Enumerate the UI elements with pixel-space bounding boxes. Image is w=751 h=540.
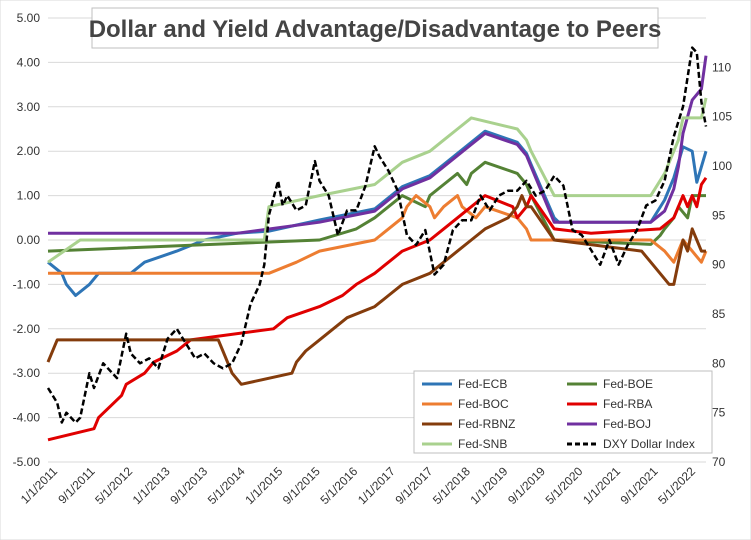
legend-label: Fed-BOE	[603, 377, 653, 391]
series-line-fed-rbnz	[46, 194, 706, 386]
series-line-fed-boj	[48, 55, 708, 235]
legend-label: Fed-SNB	[458, 437, 507, 451]
right-axis-ticks: 70 75 80 85 90 95 100 105 110	[712, 60, 732, 469]
right-tick-label: 110	[712, 60, 731, 74]
left-tick-label: 5.00	[17, 11, 41, 25]
left-tick-label: 3.00	[17, 100, 41, 114]
left-tick-label: -5.00	[13, 455, 41, 469]
legend-label: DXY Dollar Index	[603, 437, 695, 451]
legend-label: Fed-BOJ	[603, 417, 651, 431]
left-tick-label: -4.00	[13, 411, 41, 425]
right-tick-label: 80	[712, 356, 726, 370]
legend-box	[413, 370, 713, 454]
series-lines	[46, 46, 708, 442]
series-line-fed-boc	[48, 194, 708, 275]
left-tick-label: 2.00	[17, 144, 41, 158]
right-tick-label: 75	[712, 406, 726, 420]
left-tick-label: -3.00	[13, 366, 41, 380]
right-tick-label: 105	[712, 110, 732, 124]
left-tick-label: -2.00	[13, 322, 41, 336]
title-frame	[91, 7, 659, 49]
series-line-fed-snb	[47, 97, 708, 264]
legend-entries: Fed-ECB Fed-BOE Fed-BOC Fed-RBA Fed-RBNZ Fed-…	[422, 377, 695, 451]
left-axis-ticks: -5.00 -4.00 -3.00 -2.00 -1.00 0.00 1.00 2.00 3.0…	[13, 11, 41, 469]
legend-label: Fed-BOC	[458, 397, 509, 411]
right-tick-label: 70	[712, 455, 726, 469]
left-tick-label: 1.00	[17, 189, 41, 203]
series-line-dxy-dollar-index	[46, 46, 708, 424]
right-tick-label: 95	[712, 208, 726, 222]
left-tick-label: -1.00	[13, 277, 41, 291]
left-tick-label: 0.00	[17, 233, 41, 247]
legend-label: Fed-RBA	[603, 397, 652, 411]
right-tick-label: 85	[712, 307, 726, 321]
legend-label: Fed-RBNZ	[458, 417, 515, 431]
chart-title: Dollar and Yield Advantage/Disadvantage …	[89, 16, 662, 43]
legend-label: Fed-ECB	[458, 377, 507, 391]
left-tick-label: 4.00	[17, 55, 41, 69]
right-tick-label: 90	[712, 258, 726, 272]
legend: Fed-ECB Fed-BOE Fed-BOC Fed-RBA Fed-RBNZ Fed-…	[413, 370, 713, 454]
right-tick-label: 100	[712, 159, 732, 173]
chart-title-box: Dollar and Yield Advantage/Disadvantage …	[89, 7, 662, 49]
